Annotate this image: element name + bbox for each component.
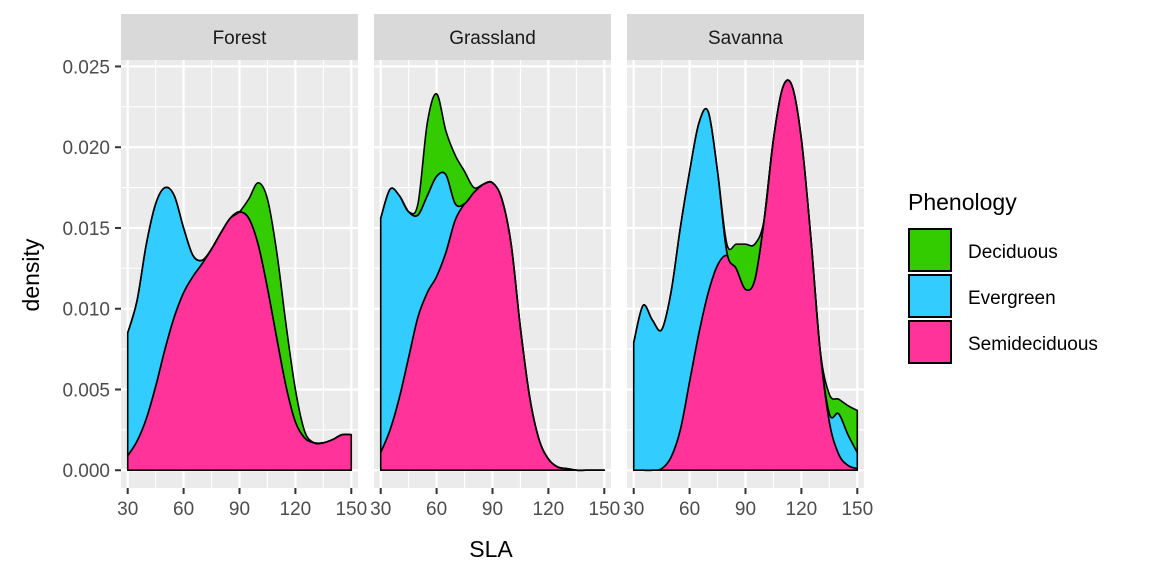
x-tick-label: 90 [735, 499, 756, 520]
facet-strip [121, 14, 358, 60]
legend-key-semideciduous [908, 320, 952, 364]
legend: Phenology Deciduous Evergreen Semidecidu… [908, 189, 1098, 364]
x-tick-label: 120 [280, 499, 312, 520]
legend-label-deciduous: Deciduous [968, 242, 1058, 263]
density-area-deciduous [126, 181, 353, 445]
y-tick-label: 0.020 [62, 138, 110, 159]
density-area-deciduous [379, 93, 606, 472]
facet-panel-forest: Forest 30 60 90 120 150 [117, 14, 367, 520]
density-area-deciduous [632, 79, 859, 454]
x-tick-label: 30 [370, 499, 391, 520]
x-tick-label: 60 [426, 499, 447, 520]
facet-strip [627, 14, 864, 60]
x-tick-label: 150 [335, 499, 367, 520]
x-tick-label: 30 [117, 499, 138, 520]
facet-strip-label: Savanna [708, 28, 783, 49]
x-tick-label: 60 [679, 499, 700, 520]
legend-label-semideciduous: Semideciduous [968, 334, 1098, 355]
x-tick-label: 120 [533, 499, 565, 520]
legend-title: Phenology [908, 189, 1017, 215]
y-tick-label: 0.005 [62, 380, 110, 401]
facet-strip [374, 14, 611, 60]
x-tick-label: 120 [786, 499, 818, 520]
x-tick-label: 60 [173, 499, 194, 520]
legend-label-evergreen: Evergreen [968, 288, 1056, 309]
legend-key-evergreen [908, 274, 952, 318]
x-tick-label: 30 [623, 499, 644, 520]
x-tick-label: 90 [229, 499, 250, 520]
x-axis-title: SLA [469, 536, 513, 562]
x-tick-label: 90 [482, 499, 503, 520]
x-tick-label: 150 [588, 499, 620, 520]
facet-strip-label: Forest [213, 28, 268, 49]
facet-strip-label: Grassland [449, 28, 536, 49]
x-tick-label: 150 [841, 499, 873, 520]
y-tick-label: 0.025 [62, 57, 110, 78]
y-tick-label: 0.010 [62, 300, 110, 321]
y-tick-label: 0.000 [62, 461, 110, 482]
facet-panel-savanna: Savanna 30 60 90 120 150 [623, 14, 873, 520]
y-tick-label: 0.015 [62, 219, 110, 240]
facet-panel-grassland: Grassland 30 60 90 120 150 [370, 14, 620, 520]
y-axis: 0.000 0.005 0.010 0.015 0.020 0.025 [62, 57, 121, 482]
legend-key-deciduous [908, 228, 952, 272]
y-axis-title: density [18, 238, 44, 311]
